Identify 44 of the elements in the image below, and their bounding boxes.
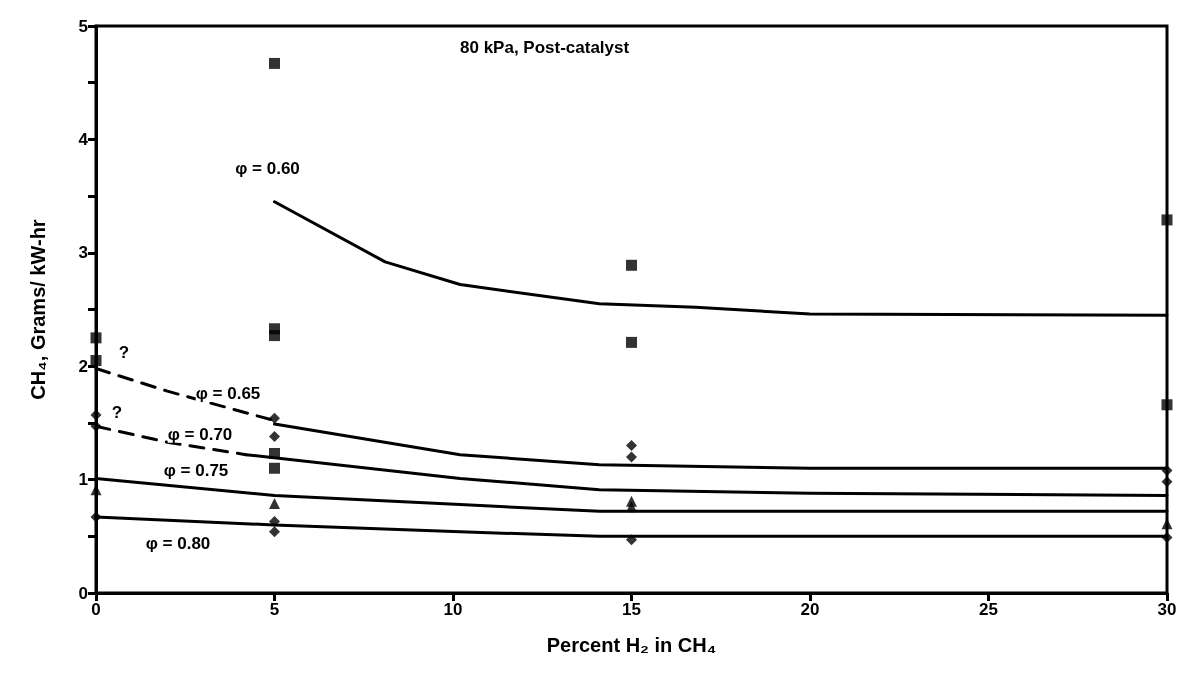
point <box>1161 399 1173 411</box>
point <box>626 534 637 546</box>
point <box>626 451 637 463</box>
y-tick-label: 3 <box>78 243 88 263</box>
y-tick-label: 2 <box>78 356 88 376</box>
series-label: φ = 0.60 <box>235 159 300 179</box>
point <box>626 336 637 348</box>
x-tick-label: 10 <box>443 600 463 619</box>
point <box>269 526 280 538</box>
point <box>269 516 280 528</box>
point <box>269 412 280 424</box>
point <box>90 409 102 421</box>
series-label: φ = 0.65 <box>195 383 261 403</box>
annotation: ? <box>111 402 123 422</box>
series-label: φ = 0.70 <box>167 424 233 444</box>
point <box>90 511 102 523</box>
x-tick-label: 5 <box>269 600 280 619</box>
point <box>90 332 102 344</box>
x-tick-label: 0 <box>91 600 101 619</box>
point <box>626 501 637 513</box>
point <box>269 462 280 474</box>
x-tick-label: 15 <box>622 600 641 619</box>
x-tick-label: 20 <box>800 600 820 619</box>
point <box>269 330 280 342</box>
y-tick-label: 0 <box>78 583 88 603</box>
x-tick-label: 25 <box>979 600 998 619</box>
point <box>1161 214 1173 226</box>
y-axis-title: CH₄, Grams/ kW-hr <box>27 219 49 400</box>
point <box>269 57 280 69</box>
text: 80 kPa, Post-catalyst <box>460 38 630 57</box>
y-tick-label: 1 <box>78 470 88 490</box>
x-axis-title: Percent H₂ in CH₄ <box>546 634 717 656</box>
point <box>90 355 102 367</box>
point <box>269 448 280 460</box>
point <box>269 497 280 509</box>
annotation: ? <box>118 342 130 362</box>
point <box>269 431 280 443</box>
y-tick-label: 4 <box>78 129 89 149</box>
series-label: φ = 0.80 <box>145 533 211 553</box>
series-label: φ = 0.75 <box>163 460 229 480</box>
point <box>626 440 637 452</box>
point <box>626 259 637 271</box>
y-tick-label: 5 <box>78 16 88 36</box>
x-tick-label: 30 <box>1157 600 1177 619</box>
